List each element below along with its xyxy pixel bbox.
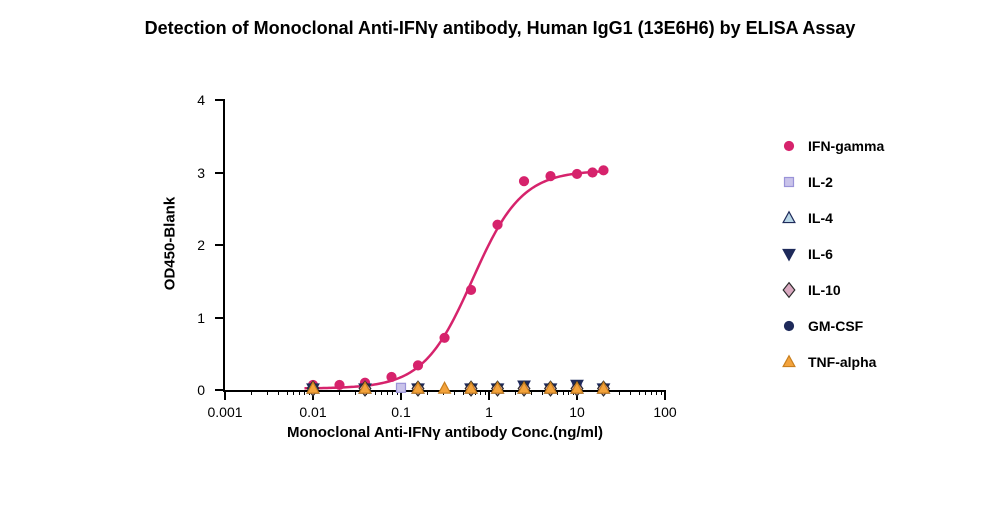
plot-area: 0.0010.010.111010001234Monoclonal Anti-I… <box>225 100 665 390</box>
y-tick-label: 4 <box>175 92 205 108</box>
legend-label: IFN-gamma <box>808 138 884 154</box>
fit-curve <box>304 171 607 388</box>
x-tick-label: 1 <box>485 404 493 420</box>
data-marker <box>599 166 608 175</box>
legend-item: IL-10 <box>780 272 884 308</box>
data-marker <box>467 285 476 294</box>
data-marker <box>413 361 422 370</box>
y-axis-label: OD450-Blank <box>162 184 179 304</box>
data-marker <box>440 333 449 342</box>
data-marker <box>783 249 795 260</box>
legend-item: TNF-alpha <box>780 344 884 380</box>
data-marker <box>387 372 396 381</box>
x-tick-label: 0.01 <box>299 404 326 420</box>
legend-marker <box>780 245 798 263</box>
legend-item: IFN-gamma <box>780 128 884 164</box>
x-axis-label: Monoclonal Anti-IFNγ antibody Conc.(ng/m… <box>225 424 665 441</box>
data-marker <box>573 169 582 178</box>
legend-label: GM-CSF <box>808 318 863 334</box>
legend: IFN-gamma IL-2 IL-4 IL-6 IL-10 GM-CSF TNF-alph… <box>780 128 884 380</box>
legend-item: GM-CSF <box>780 308 884 344</box>
x-tick-label: 100 <box>653 404 676 420</box>
data-marker <box>785 142 794 151</box>
legend-marker <box>780 281 798 299</box>
data-marker <box>588 168 597 177</box>
data-marker <box>783 283 795 298</box>
legend-marker <box>780 137 798 155</box>
data-marker <box>783 212 795 223</box>
legend-marker <box>780 209 798 227</box>
y-tick-label: 2 <box>175 237 205 253</box>
x-tick-label: 10 <box>569 404 585 420</box>
data-marker <box>397 383 406 392</box>
legend-label: TNF-alpha <box>808 354 876 370</box>
legend-item: IL-2 <box>780 164 884 200</box>
legend-label: IL-10 <box>808 282 841 298</box>
data-marker <box>493 220 502 229</box>
data-marker <box>546 172 555 181</box>
data-marker <box>783 356 795 367</box>
legend-marker <box>780 173 798 191</box>
data-marker <box>439 382 451 393</box>
data-marker <box>785 322 794 331</box>
legend-item: IL-4 <box>780 200 884 236</box>
data-marker <box>785 178 794 187</box>
data-marker <box>520 177 529 186</box>
y-tick-label: 3 <box>175 165 205 181</box>
legend-item: IL-6 <box>780 236 884 272</box>
legend-marker <box>780 317 798 335</box>
legend-label: IL-2 <box>808 174 833 190</box>
legend-label: IL-6 <box>808 246 833 262</box>
legend-marker <box>780 353 798 371</box>
x-tick-label: 0.1 <box>391 404 410 420</box>
chart-title: Detection of Monoclonal Anti-IFNγ antibo… <box>0 18 1000 39</box>
chart-svg <box>225 100 665 390</box>
y-tick-label: 1 <box>175 310 205 326</box>
legend-label: IL-4 <box>808 210 833 226</box>
data-marker <box>335 380 344 389</box>
y-tick-label: 0 <box>175 382 205 398</box>
x-tick-label: 0.001 <box>207 404 242 420</box>
